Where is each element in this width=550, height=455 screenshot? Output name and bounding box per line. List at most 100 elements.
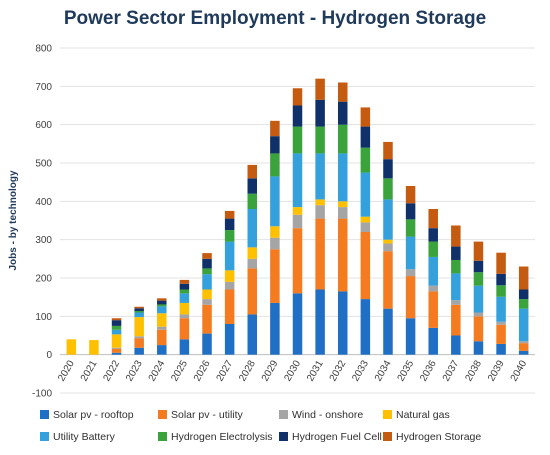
bar-segment (496, 296, 506, 322)
bar-segment (518, 308, 529, 342)
bar-segment (292, 293, 303, 355)
bar-segment (315, 218, 325, 290)
bar-segment (315, 153, 325, 200)
y-tick-label: 0 (46, 350, 52, 361)
bar-segment (428, 241, 438, 257)
bar-segment (337, 291, 348, 355)
bar-segment (292, 153, 303, 208)
bar-segment (292, 126, 303, 154)
x-tick-label: 2025 (169, 358, 190, 383)
bar-segment (247, 314, 258, 355)
bar-segment (202, 274, 212, 290)
bar-segment (405, 318, 416, 355)
bar-segment (247, 258, 258, 269)
bar-segment (157, 326, 167, 330)
bar-segment (473, 341, 484, 355)
legend-label: Natural gas (396, 409, 450, 421)
y-tick-label: 300 (35, 235, 52, 246)
bar-segment (179, 314, 190, 319)
bar-segment (383, 243, 393, 252)
bar-segment (292, 88, 303, 106)
bar-segment (518, 266, 529, 290)
bar-segment (315, 126, 325, 154)
bar-segment (134, 338, 144, 348)
x-tick-label: 2038 (463, 358, 484, 383)
bar-segment (383, 239, 393, 244)
legend-label: Hydrogen Electrolysis (171, 431, 273, 443)
bar-segment (202, 289, 212, 300)
bar-segment (428, 285, 438, 292)
bar-segment (473, 316, 484, 342)
x-tick-label: 2040 (509, 358, 530, 383)
bar-segment (473, 241, 484, 261)
bar-segment (157, 304, 167, 307)
bar-segment (270, 249, 280, 303)
bar-segment (111, 334, 122, 348)
bar-segment (473, 260, 484, 273)
legend-label: Hydrogen Storage (396, 431, 481, 443)
bar-segment (202, 268, 212, 275)
bar-segment (383, 141, 393, 160)
y-tick-label: 800 (35, 44, 52, 55)
bar-segment (202, 258, 212, 269)
bar-segment (202, 253, 212, 259)
bar-segment (428, 327, 438, 355)
bar-segment (383, 178, 393, 200)
bar-segment (315, 99, 325, 127)
bar-segment (360, 222, 371, 232)
bar-segment (111, 318, 122, 321)
bar-segment (247, 209, 258, 248)
x-tick-label: 2027 (215, 358, 236, 383)
bar-segment (405, 203, 416, 220)
x-tick-label: 2039 (486, 358, 507, 383)
bar-segment (224, 230, 235, 242)
bar-segment (496, 343, 506, 355)
bar-segment (405, 236, 416, 270)
bar-segment (66, 339, 77, 355)
bar-segment (496, 321, 506, 325)
bar-segment (179, 283, 190, 290)
legend-label: Utility Battery (53, 431, 116, 443)
bar-segment (496, 324, 506, 344)
legend-swatch (383, 432, 392, 441)
bar-segment (451, 225, 461, 247)
bar-segment (270, 136, 280, 154)
legend-swatch (40, 432, 49, 441)
y-tick-label: 500 (35, 159, 52, 170)
bar-segment (518, 341, 529, 344)
bar-segment (496, 273, 506, 286)
bar-segment (337, 207, 348, 219)
bar-segment (157, 345, 167, 355)
bar-segment (270, 176, 280, 227)
bar-segment (360, 107, 371, 127)
bar-segment (247, 164, 258, 179)
bar-segment (224, 281, 235, 290)
bar-segment (270, 226, 280, 238)
bar-segment (247, 193, 258, 209)
bar-segment (111, 320, 122, 326)
bar-segment (451, 300, 461, 305)
bar-segment (179, 279, 190, 284)
bar-segment (315, 289, 325, 355)
bar-segment (134, 306, 144, 309)
bar-segment (224, 218, 235, 231)
bar-segment (134, 347, 144, 355)
bar-segment (224, 241, 235, 271)
legend-swatch (158, 432, 167, 441)
bar-segment (518, 289, 529, 300)
x-tick-label: 2023 (124, 358, 145, 383)
x-tick-label: 2028 (237, 358, 258, 383)
bar-segment (337, 101, 348, 125)
bar-segment (360, 216, 371, 223)
bar-segment (247, 247, 258, 259)
bar-segment (270, 120, 280, 137)
bar-segment (224, 289, 235, 324)
y-tick-label: -100 (32, 389, 52, 400)
bar-segment (383, 199, 393, 240)
y-tick-label: 100 (35, 312, 52, 323)
bar-segment (179, 339, 190, 355)
bar-segment (111, 347, 122, 349)
bar-segment (134, 308, 144, 311)
bar-segment (89, 340, 99, 355)
legend-swatch (279, 432, 288, 441)
